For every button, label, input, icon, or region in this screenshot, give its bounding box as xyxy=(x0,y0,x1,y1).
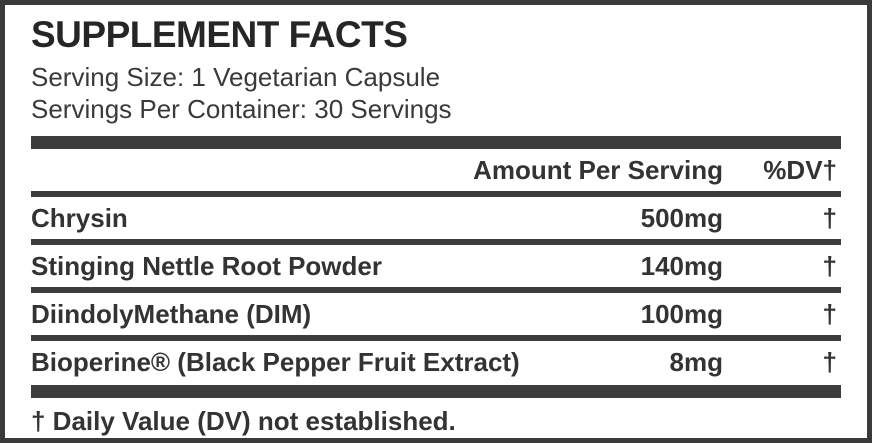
ingredient-name: Bioperine® (Black Pepper Fruit Extract) xyxy=(31,347,520,377)
divider-thin xyxy=(31,239,841,245)
ingredient-amount: 100mg xyxy=(640,299,723,329)
divider-thick-bottom xyxy=(31,385,841,398)
table-row: Chrysin 500mg † xyxy=(31,197,841,239)
percent-dv-header: %DV† xyxy=(763,155,837,185)
ingredient-dv: † xyxy=(822,251,837,281)
table-header-row: Amount Per Serving %DV† xyxy=(31,149,841,191)
ingredient-amount: 140mg xyxy=(640,251,723,281)
divider-thin xyxy=(31,287,841,293)
ingredient-name: Chrysin xyxy=(31,203,128,233)
daily-value-footnote: † Daily Value (DV) not established. xyxy=(31,406,456,436)
ingredient-name: Stinging Nettle Root Powder xyxy=(31,251,382,281)
servings-per-container-line: Servings Per Container: 30 Servings xyxy=(31,94,452,124)
ingredient-amount: 8mg xyxy=(669,347,723,377)
ingredient-name: DiindolyMethane (DIM) xyxy=(31,299,312,329)
panel-title: SUPPLEMENT FACTS xyxy=(31,14,408,55)
divider-thin xyxy=(31,191,841,197)
ingredient-dv: † xyxy=(822,203,837,233)
table-row: Stinging Nettle Root Powder 140mg † xyxy=(31,245,841,287)
ingredient-amount: 500mg xyxy=(640,203,723,233)
table-row: Bioperine® (Black Pepper Fruit Extract) … xyxy=(31,341,841,383)
divider-thick-top xyxy=(31,136,841,149)
divider-thin xyxy=(31,335,841,341)
serving-size-line: Serving Size: 1 Vegetarian Capsule xyxy=(31,62,441,92)
ingredient-dv: † xyxy=(822,347,837,377)
table-row: DiindolyMethane (DIM) 100mg † xyxy=(31,293,841,335)
ingredient-dv: † xyxy=(822,299,837,329)
amount-per-serving-header: Amount Per Serving xyxy=(473,155,723,185)
